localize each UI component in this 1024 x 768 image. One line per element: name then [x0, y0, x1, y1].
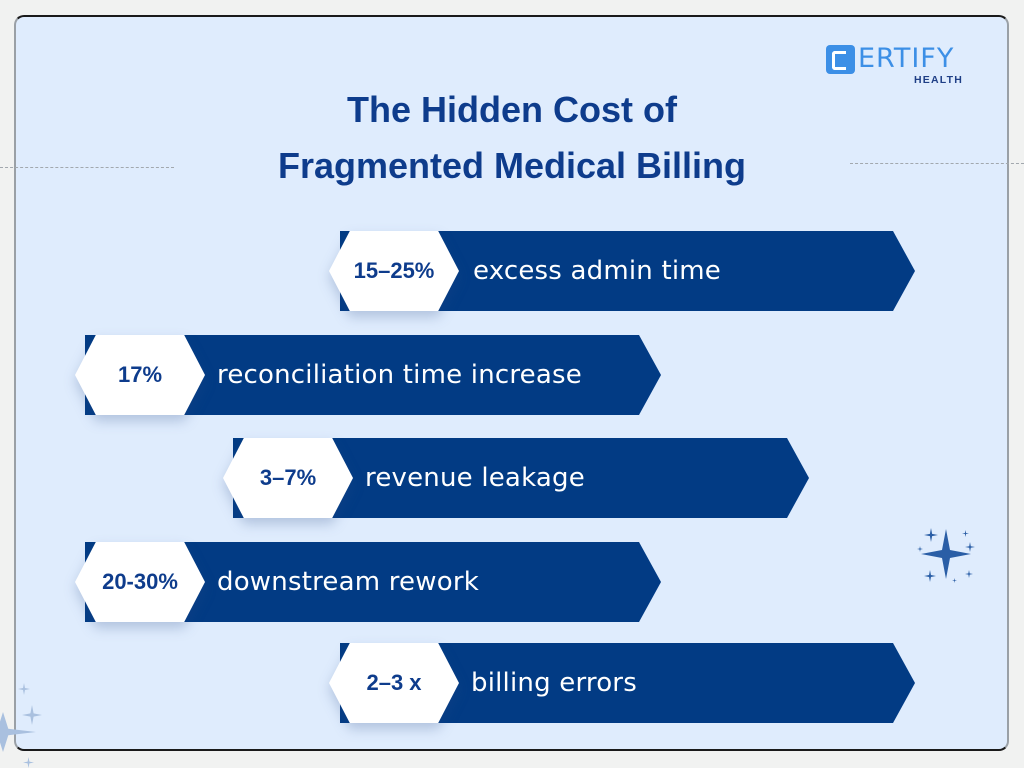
logo-wordmark: ERTIFY: [858, 43, 955, 74]
hexagon-badge-shape: 3–7%: [223, 438, 353, 518]
stat-value: 20-30%: [102, 569, 178, 594]
logo-subtitle: HEALTH: [914, 74, 964, 86]
hexagon-badge-shape: 20-30%: [75, 542, 205, 622]
hexagon-badge-shape: 17%: [75, 335, 205, 415]
stat-label: billing errors: [471, 668, 637, 698]
dashed-divider-right: [850, 163, 1024, 164]
stat-badge: 3–7%: [223, 438, 353, 518]
stat-value: 3–7%: [259, 465, 317, 490]
stat-label: reconciliation time increase: [217, 360, 582, 390]
hexagon-badge-shape: 15–25%: [329, 231, 459, 311]
stat-value: 17%: [117, 362, 163, 387]
stat-row-downstream-rework: downstream rework 20-30%: [0, 542, 1024, 622]
stat-label: excess admin time: [473, 256, 721, 286]
stat-badge: 2–3 x: [329, 643, 459, 723]
stat-badge: 20-30%: [75, 542, 205, 622]
sparkle-tiny-icon: [965, 570, 973, 578]
dashed-divider-left: [0, 167, 174, 168]
page-title: The Hidden Cost of Fragmented Medical Bi…: [0, 82, 1024, 194]
sparkle-tiny-icon: [952, 578, 957, 583]
sparkle-tiny-icon: [962, 530, 969, 537]
title-line-1: The Hidden Cost of: [347, 89, 677, 130]
stat-row-revenue-leakage: revenue leakage 3–7%: [0, 438, 1024, 518]
hexagon-badge-shape: 2–3 x: [329, 643, 459, 723]
sparkle-small-icon: [23, 757, 34, 768]
stat-row-admin-time: excess admin time 15–25%: [0, 231, 1024, 311]
title-line-2: Fragmented Medical Billing: [277, 145, 747, 186]
stat-value: 2–3 x: [366, 670, 422, 695]
sparkle-tiny-icon: [917, 546, 923, 552]
certify-health-logo: ERTIFY HEALTH: [826, 43, 986, 87]
logo-c-mark-icon: [826, 45, 855, 74]
stat-label: revenue leakage: [365, 463, 585, 493]
stat-badge: 15–25%: [329, 231, 459, 311]
stat-value: 15–25%: [353, 258, 435, 283]
stat-row-billing-errors: billing errors 2–3 x: [0, 643, 1024, 723]
stat-badge: 17%: [75, 335, 205, 415]
stat-row-reconciliation: reconciliation time increase 17%: [0, 335, 1024, 415]
sparkle-small-icon: [965, 542, 975, 552]
stat-label: downstream rework: [217, 567, 479, 597]
